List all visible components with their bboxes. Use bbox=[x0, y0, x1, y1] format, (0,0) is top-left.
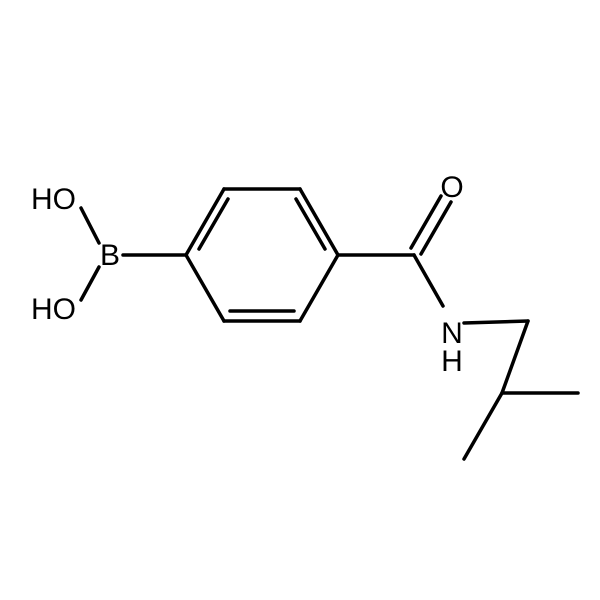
bond-line bbox=[414, 255, 443, 306]
bond-line bbox=[81, 267, 99, 300]
atom-label-N_H: H bbox=[441, 345, 463, 378]
atom-label-O3: O bbox=[440, 171, 463, 204]
bond-line bbox=[186, 255, 224, 321]
atom-label-HO1: HO bbox=[31, 183, 76, 216]
atom-label-B: B bbox=[100, 239, 120, 272]
bond-line bbox=[81, 208, 99, 243]
bond-line bbox=[411, 196, 441, 248]
atom-label-HO2: HO bbox=[31, 293, 76, 326]
bond-line bbox=[502, 321, 528, 393]
bond-line bbox=[421, 202, 451, 254]
bond-line bbox=[186, 189, 224, 255]
molecule-diagram: HOHOBONH bbox=[0, 0, 600, 600]
bond-line bbox=[300, 189, 338, 255]
bond-line bbox=[464, 321, 528, 323]
bond-line bbox=[300, 255, 338, 321]
bond-line bbox=[464, 393, 502, 459]
